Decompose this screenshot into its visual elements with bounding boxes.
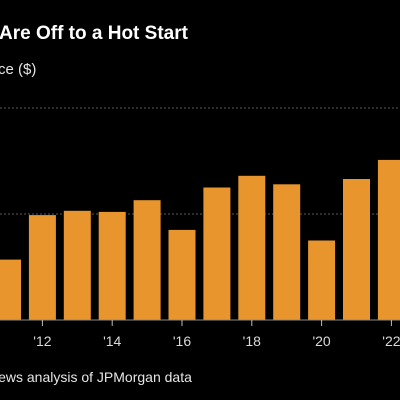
chart-source: lews analysis of JPMorgan data <box>0 366 400 388</box>
bar-2022 <box>377 159 400 320</box>
chart-source-text: lews analysis of JPMorgan data <box>0 369 192 385</box>
chart-title: Are Off to a Hot Start <box>0 20 400 48</box>
bar-2012 <box>28 215 56 320</box>
x-tick-label: '22 <box>382 333 400 349</box>
x-tick-label: '18 <box>243 333 261 349</box>
bar-2016 <box>168 229 196 320</box>
chart-subtitle: ce ($) <box>0 58 400 82</box>
chart-subtitle-text: ce ($) <box>0 61 37 78</box>
x-tick-label: '12 <box>33 333 51 349</box>
bar-2021 <box>343 179 370 320</box>
bar-2019 <box>273 184 301 320</box>
bar-2018 <box>238 175 266 320</box>
bar-2013 <box>63 210 91 320</box>
bar-2014 <box>98 211 126 320</box>
bar-2020 <box>308 240 336 320</box>
chart-title-text: Are Off to a Hot Start <box>0 23 188 44</box>
bar-2017 <box>203 187 231 320</box>
x-tick-label: '20 <box>312 333 330 349</box>
x-tick-label: '14 <box>103 333 121 349</box>
bar-2011 <box>0 259 21 320</box>
bar-2015 <box>133 200 161 320</box>
x-tick-label: '16 <box>173 333 191 349</box>
